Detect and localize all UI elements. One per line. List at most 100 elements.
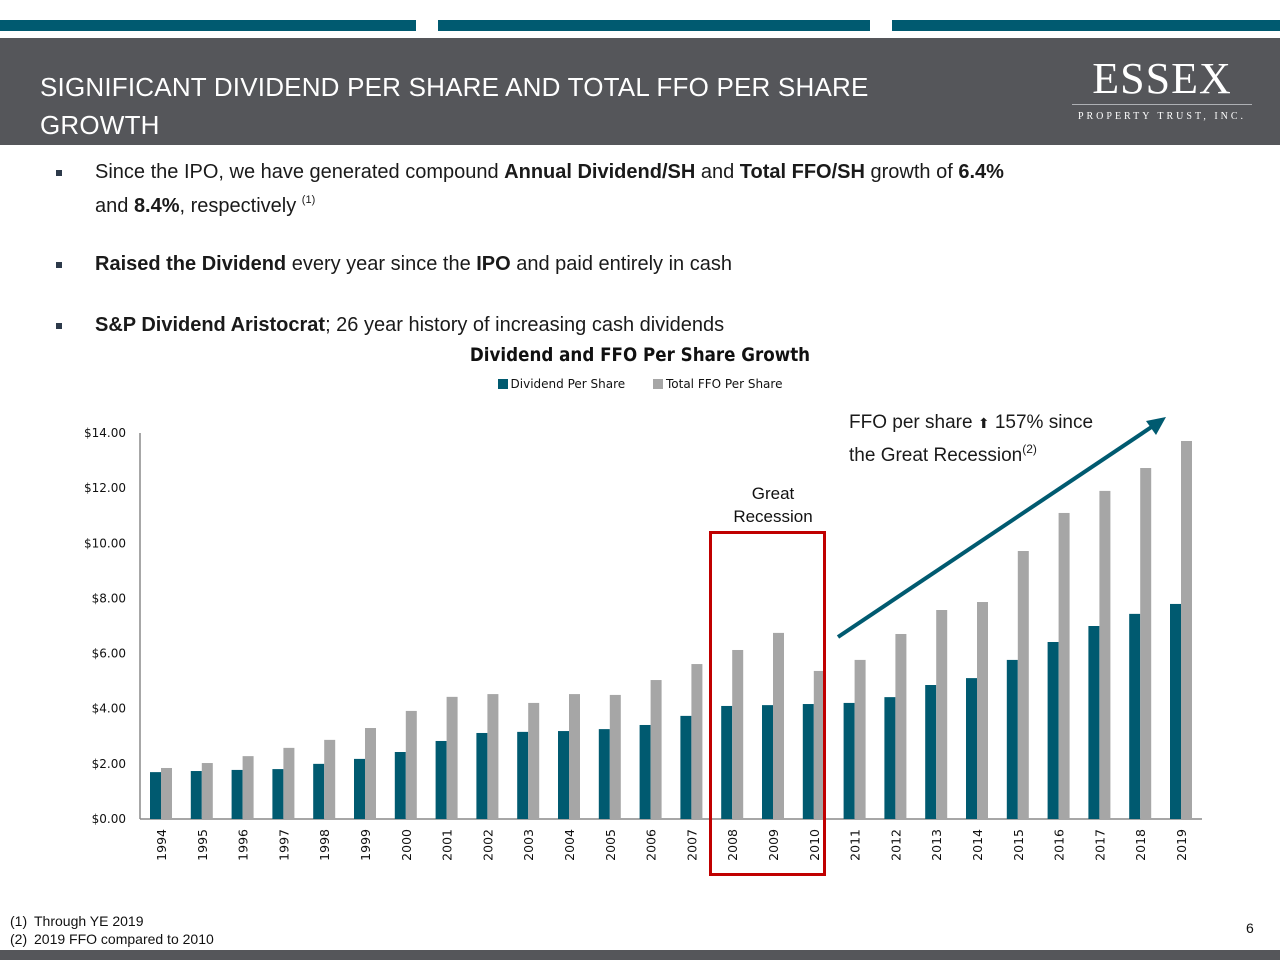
bar-ffo [365, 728, 376, 819]
bullet-square-icon [56, 262, 62, 268]
footnote-number: (1) [10, 913, 28, 929]
bar-ffo [1140, 468, 1152, 819]
x-tick-label: 2002 [480, 829, 495, 861]
x-tick-label: 2012 [888, 829, 903, 861]
bar-dividend [231, 769, 243, 819]
bar-ffo [691, 664, 703, 819]
bar-dividend [517, 731, 529, 819]
bar-dividend [558, 731, 569, 819]
bar-ffo [813, 670, 825, 819]
y-tick-label: $0.00 [92, 812, 126, 826]
legend-label: Total FFO Per Share [665, 377, 783, 391]
bold-text: S&P Dividend Aristocrat [95, 314, 326, 336]
bar-dividend [1006, 659, 1018, 819]
y-tick-label: $10.00 [84, 536, 126, 550]
bar-ffo [201, 763, 213, 819]
text: Recession [733, 507, 813, 526]
chart-legend: Dividend Per Share Total FFO Per Share [0, 377, 1280, 391]
bullet-square-icon [56, 170, 62, 176]
bar-ffo [650, 680, 662, 819]
bullet-list: Since the IPO, we have generated compoun… [52, 158, 1252, 339]
footnote-1: (1) Through YE 2019 [10, 912, 214, 930]
bullet-item-dividend: Raised the Dividend every year since the… [52, 250, 1252, 278]
bar-ffo [242, 756, 254, 819]
bar-dividend [1170, 603, 1181, 819]
x-tick-label: 2007 [684, 829, 699, 861]
bar-dividend [1047, 641, 1059, 819]
bar-ffo [609, 694, 621, 819]
essex-logo: ESSEX PROPERTY TRUST, INC. [1072, 56, 1252, 122]
legend-swatch-dividend [497, 379, 508, 389]
bar-dividend [802, 704, 814, 819]
footnotes: (1) Through YE 2019 (2) 2019 FFO compared … [10, 912, 214, 948]
bar-ffo [1058, 512, 1070, 819]
x-tick-label: 2004 [562, 829, 577, 861]
page-title: SIGNIFICANT DIVIDEND PER SHARE AND TOTAL… [40, 68, 1040, 144]
great-recession-highlight-box [709, 531, 826, 876]
text: Since the IPO, we have generated compoun… [95, 161, 505, 183]
chart-title: Dividend and FFO Per Share Growth [469, 344, 811, 366]
x-tick-label: 2009 [766, 829, 781, 861]
legend-swatch-ffo [652, 379, 663, 389]
x-tick-label: 2001 [440, 829, 455, 861]
bar-ffo [569, 694, 580, 819]
x-tick-label: 2006 [644, 829, 659, 861]
x-tick-label: 1999 [358, 829, 373, 861]
legend-item-ffo: Total FFO Per Share [652, 377, 783, 391]
bar-dividend [884, 697, 896, 819]
bar-dividend [1088, 626, 1100, 819]
x-tick-label: 2000 [399, 829, 414, 861]
bar-dividend [394, 752, 406, 819]
y-tick-label: $14.00 [84, 426, 126, 440]
bold-text: IPO [476, 253, 511, 275]
bar-dividend [476, 732, 488, 819]
bar-dividend [150, 772, 161, 819]
bar-ffo [487, 694, 499, 819]
header-banner: SIGNIFICANT DIVIDEND PER SHARE AND TOTAL… [0, 38, 1280, 145]
bar-ffo [528, 702, 540, 819]
bullet-item-aristocrat: S&P Dividend Aristocrat; 26 year history… [52, 311, 1252, 339]
x-tick-label: 2019 [1174, 829, 1189, 861]
bar-ffo [732, 649, 744, 819]
y-tick-label: $4.00 [92, 702, 126, 716]
bar-ffo [1099, 490, 1111, 819]
top-accent-bar-1 [0, 20, 416, 31]
bar-dividend [843, 702, 855, 819]
bottom-bar [0, 950, 1280, 960]
top-accent-bar-2 [438, 20, 870, 31]
bar-dividend [639, 724, 651, 819]
bullet-item-growth: Since the IPO, we have generated compoun… [52, 158, 1252, 220]
x-tick-label: 2015 [1011, 829, 1026, 861]
x-tick-label: 2003 [521, 829, 536, 861]
bar-ffo [977, 602, 988, 819]
y-tick-label: $2.00 [92, 757, 126, 771]
y-tick-label: $6.00 [92, 647, 126, 661]
bold-text: 6.4% [958, 161, 1004, 183]
logo-wordmark: ESSEX [1092, 54, 1232, 103]
bar-dividend [435, 740, 447, 819]
bar-ffo [936, 610, 948, 819]
bar-ffo [405, 710, 417, 819]
x-tick-label: 2010 [807, 829, 822, 861]
bold-text: Raised the Dividend [95, 253, 287, 275]
text: and [695, 161, 740, 183]
legend-item-dividend: Dividend Per Share [497, 377, 625, 391]
text: every year since the [286, 253, 477, 275]
x-tick-label: 2017 [1092, 829, 1107, 861]
bar-dividend [680, 715, 692, 819]
footnote-ref: (1) [301, 194, 316, 206]
bar-ffo [1017, 551, 1029, 819]
x-tick-label: 2016 [1052, 829, 1067, 861]
bar-ffo [161, 767, 172, 819]
bar-dividend [1129, 613, 1141, 819]
footnote-2: (2) 2019 FFO compared to 2010 [10, 930, 214, 948]
x-tick-label: 1998 [317, 829, 332, 861]
x-tick-label: 2014 [970, 829, 985, 861]
text: Great [751, 484, 795, 503]
bold-text: 8.4% [133, 195, 180, 217]
bold-text: Total FFO/SH [739, 161, 865, 183]
x-tick-label: 1995 [195, 829, 210, 861]
bar-dividend [313, 763, 325, 819]
up-arrow-icon: ⬆ [977, 415, 990, 431]
bar-ffo [446, 696, 458, 819]
